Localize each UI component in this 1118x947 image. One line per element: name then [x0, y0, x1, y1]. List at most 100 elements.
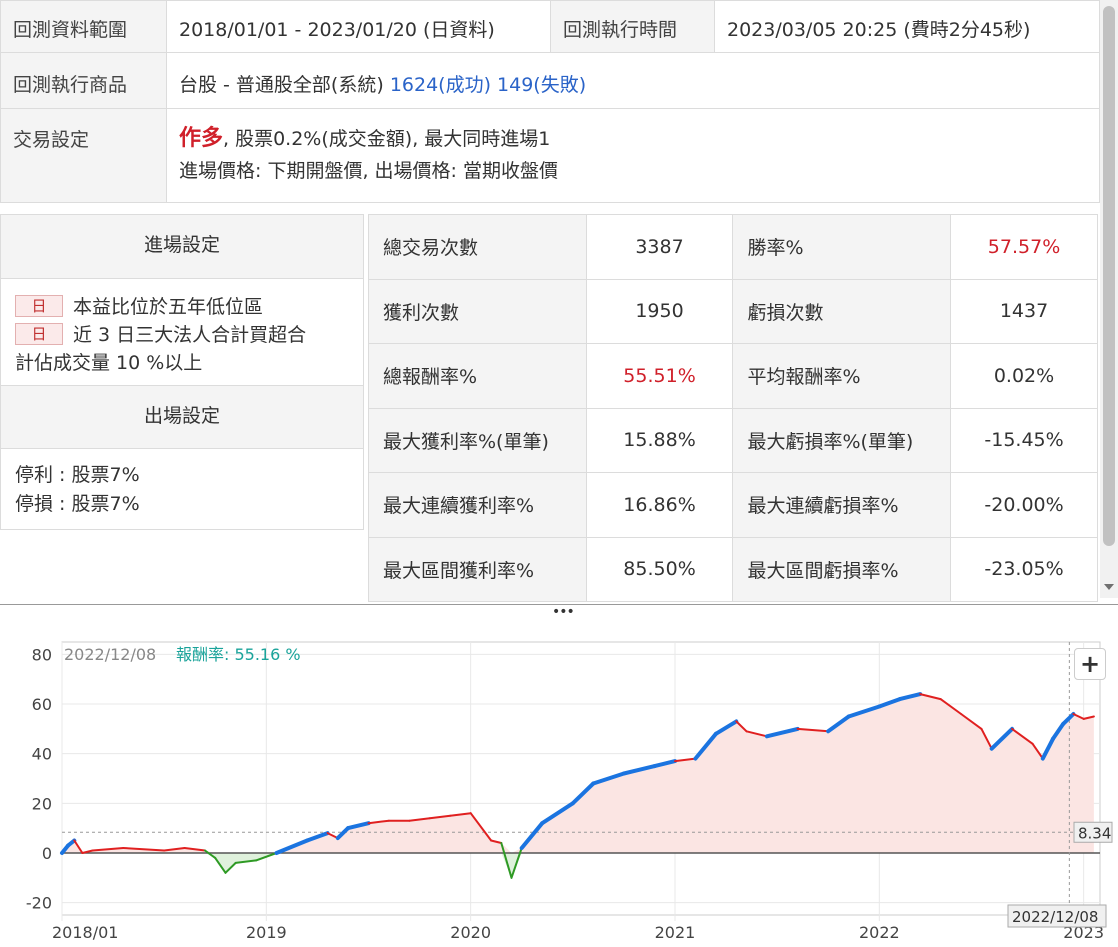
trade-price: 進場價格: 下期開盤價, 出場價格: 當期收盤價 — [179, 160, 558, 182]
return-line-segment — [570, 781, 596, 806]
stat-label: 獲利次數 — [368, 278, 587, 344]
return-line-segment — [490, 839, 503, 844]
vertical-scrollbar[interactable] — [1100, 0, 1118, 598]
stat-value: -23.05% — [950, 536, 1098, 602]
tooltip-return: 報酬率: 55.16 % — [176, 645, 301, 664]
stat-value: 3387 — [585, 214, 734, 280]
stat-value: 55.51% — [585, 343, 734, 409]
return-line-segment — [224, 861, 237, 874]
stop-loss: 停損 : 股票7% — [15, 493, 140, 515]
return-line-segment — [367, 819, 390, 825]
stat-value: 15.88% — [585, 407, 734, 473]
stats-row: 獲利次數 1950 虧損次數 1437 — [368, 278, 1098, 344]
x-tick-label: 2018/01 — [52, 923, 118, 942]
return-line-segment — [764, 726, 800, 739]
stats-row: 最大區間獲利率% 85.50% 最大區間虧損率% -23.05% — [368, 536, 1098, 602]
stat-label: 虧損次數 — [732, 278, 952, 344]
stat-label: 最大連續虧損率% — [732, 472, 952, 538]
return-line-segment — [989, 726, 1015, 751]
settings-panel: 進場設定 日本益比位於五年低位區 日近 3 日三大法人合計買超合 計佔成交量 1… — [0, 214, 364, 530]
fail-count-link[interactable]: 149(失敗) — [497, 74, 587, 96]
tooltip-date: 2022/12/08 — [64, 645, 156, 664]
crosshair-value-label: 8.34 — [1078, 824, 1111, 842]
y-tick-label: 60 — [32, 695, 52, 714]
return-line-segment — [81, 849, 94, 854]
zoom-in-button[interactable]: + — [1074, 648, 1106, 680]
return-line-segment — [408, 817, 431, 822]
daily-chip: 日 — [15, 323, 63, 345]
y-tick-label: 80 — [32, 645, 52, 664]
exec-time-value: 2023/03/05 20:25 (費時2分45秒) — [714, 0, 1100, 53]
exit-title: 出場設定 — [1, 385, 363, 449]
exec-time-label: 回測執行時間 — [550, 0, 715, 53]
return-line-segment — [1061, 712, 1076, 726]
entry-title: 進場設定 — [1, 215, 363, 279]
trade-cell: 作多, 股票0.2%(成交金額), 最大同時進場1 進場價格: 下期開盤價, 出… — [166, 108, 1100, 203]
x-tick-label: 2021 — [655, 923, 696, 942]
return-chart: 80 60 40 20 0 -20 2018/01 2019 2020 2021 2022 2023 2… — [0, 614, 1118, 947]
stat-value: 1950 — [585, 278, 734, 344]
return-line-segment — [255, 852, 278, 862]
stat-label: 總報酬率% — [368, 343, 587, 409]
stat-label: 最大區間獲利率% — [368, 536, 587, 602]
panel-divider[interactable] — [0, 604, 1118, 614]
y-tick-label: 0 — [42, 844, 52, 863]
trade-mode: 作多 — [179, 126, 224, 151]
return-line-segment — [335, 826, 351, 841]
stats-row: 總交易次數 3387 勝率% 57.57% — [368, 214, 1098, 280]
stat-label: 最大獲利率%(單筆) — [368, 407, 587, 473]
return-line-segment — [897, 692, 923, 702]
return-line-segment — [519, 821, 545, 850]
return-line-segment — [122, 847, 166, 852]
return-line-segment — [939, 698, 963, 715]
stats-row: 最大獲利率%(單筆) 15.88% 最大虧損率%(單筆) -15.45% — [368, 407, 1098, 473]
exit-rules: 停利 : 股票7% 停損 : 股票7% — [1, 449, 363, 519]
return-line-segment — [745, 730, 768, 738]
return-line-segment — [214, 856, 227, 874]
return-line-segment — [204, 849, 217, 859]
return-line-segment — [735, 720, 748, 733]
x-tick-label: 2020 — [450, 923, 491, 942]
return-line-segment — [73, 839, 84, 854]
product-cell: 台股 - 普通股全部(系統) 1624(成功) 149(失敗) — [166, 52, 1100, 109]
return-line-segment — [234, 859, 258, 864]
success-count-link[interactable]: 1624(成功) — [389, 74, 491, 96]
return-line-segment — [428, 814, 452, 820]
return-line-segment — [674, 757, 697, 763]
resize-grip-icon[interactable]: ••• — [552, 604, 575, 620]
range-label: 回測資料範圍 — [0, 0, 167, 53]
return-line-segment — [305, 831, 330, 843]
return-line-segment — [1040, 736, 1055, 761]
return-line-segment — [796, 727, 830, 733]
entry-rule-2: 日近 3 日三大法人合計買超合 — [15, 321, 363, 349]
return-line-segment — [500, 842, 513, 879]
scrollbar-thumb[interactable] — [1103, 6, 1115, 546]
stat-label: 平均報酬率% — [732, 343, 952, 409]
stat-value: 16.86% — [585, 472, 734, 538]
stat-value: 0.02% — [950, 343, 1098, 409]
crosshair-date-label: 2022/12/08 — [1012, 908, 1098, 926]
return-line-segment — [693, 731, 718, 761]
x-tick-label: 2019 — [246, 923, 287, 942]
stat-value: -20.00% — [950, 472, 1098, 538]
return-line-segment — [66, 838, 77, 848]
return-line-segment — [960, 713, 983, 730]
scroll-down-icon[interactable] — [1104, 584, 1114, 590]
crosshair-value-box — [1073, 821, 1113, 843]
return-line-segment — [713, 719, 739, 736]
stat-label: 總交易次數 — [368, 214, 587, 280]
stat-label: 最大虧損率%(單筆) — [732, 407, 952, 473]
trade-detail: , 股票0.2%(成交金額), 最大同時進場1 — [223, 128, 551, 150]
stats-row: 最大連續獲利率% 16.86% 最大連續虧損率% -20.00% — [368, 472, 1098, 538]
x-tick-label: 2023 — [1063, 923, 1104, 942]
y-tick-label: 40 — [32, 745, 52, 764]
daily-chip: 日 — [15, 295, 63, 317]
return-line-segment — [591, 771, 626, 786]
stats-row: 總報酬率% 55.51% 平均報酬率% 0.02% — [368, 343, 1098, 409]
return-line-segment — [919, 693, 942, 701]
product-value: 台股 - 普通股全部(系統) — [179, 74, 384, 96]
product-label: 回測執行商品 — [0, 52, 167, 109]
return-line-segment — [540, 801, 575, 826]
return-line-segment — [1031, 742, 1044, 760]
